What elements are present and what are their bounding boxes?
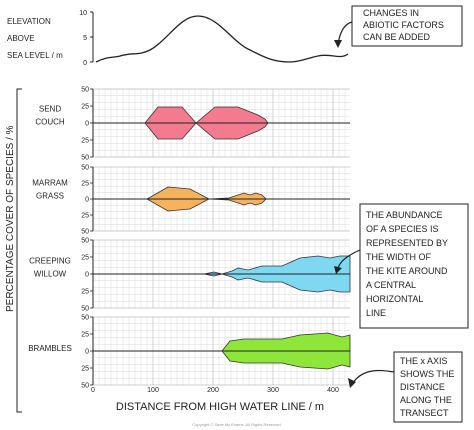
note-abundance: THE ABUNDANCE OF A SPECIES IS REPRESENTE…	[359, 203, 469, 329]
species-name: SEND	[39, 105, 61, 114]
cover-tick: 50	[81, 238, 89, 245]
note-1-line-2: ABIOTIC FACTORS	[363, 20, 444, 30]
note-3-line-3: DISTANCE	[400, 382, 445, 392]
species-name: WILLOW	[34, 270, 67, 279]
species-name: COUCH	[35, 118, 65, 127]
cover-tick: 0	[85, 349, 89, 356]
note-2-arrow	[334, 249, 361, 274]
elevation-label-line-3: SEA LEVEL / m	[7, 51, 63, 60]
note-x-axis: THE x AXIS SHOWS THE DISTANCE ALONG THE …	[393, 351, 463, 423]
cover-tick: 25	[81, 255, 89, 262]
cover-tick: 25	[81, 213, 89, 220]
elevation-tick-10: 10	[79, 10, 87, 17]
panel-0: 50 25 0 25 50 SEND COUCH	[35, 87, 350, 162]
cover-tick: 25	[81, 289, 89, 296]
species-panels: 502502550SENDCOUCH502502550MARRAMGRASS50…	[28, 87, 351, 390]
cover-tick: 0	[85, 197, 89, 204]
note-3-line-5: TRANSECT	[400, 408, 449, 418]
note-1-line-3: CAN BE ADDED	[363, 32, 431, 42]
cover-tick: 50	[81, 155, 89, 162]
note-2-line-1: THE ABUNDANCE	[366, 210, 443, 220]
elevation-label-line-2: ABOVE	[7, 34, 35, 43]
cover-tick: 50	[81, 315, 89, 322]
note-3-line-1: THE x AXIS	[400, 356, 448, 366]
note-abiotic-factors: CHANGES IN ABIOTIC FACTORS CAN BE ADDED	[351, 5, 463, 47]
x-tick-200: 200	[207, 387, 219, 394]
x-tick-400: 400	[327, 387, 339, 394]
note-3-line-4: ALONG THE	[400, 395, 452, 405]
note-2-line-4: THE WIDTH OF	[366, 252, 431, 262]
note-3-arrow	[348, 369, 395, 388]
elevation-label-line-1: ELEVATION	[7, 17, 51, 26]
note-2-line-3: REPRESENTED BY	[366, 238, 448, 248]
panel-3: 50 25 0 25 50 BRAMBLES	[28, 315, 351, 390]
cover-tick: 50	[81, 87, 89, 94]
cover-tick: 50	[81, 306, 89, 313]
note-2-line-6: A CENTRAL	[366, 280, 416, 290]
cover-tick: 25	[81, 332, 89, 339]
elevation-tick-5: 5	[83, 35, 87, 42]
note-2-line-5: THE KITE AROUND	[366, 266, 448, 276]
note-1-line-1: CHANGES IN	[363, 8, 419, 18]
elevation-axis: 10 5 0	[79, 10, 94, 67]
cover-tick: 50	[81, 383, 89, 390]
cover-tick: 0	[85, 272, 89, 279]
panel-2: 50 25 0 25 50 CREEPING WILLOW	[29, 238, 351, 313]
species-name: BRAMBLES	[28, 344, 72, 353]
cover-tick: 50	[81, 229, 89, 236]
cover-tick: 25	[81, 181, 89, 188]
note-1-arrow	[334, 21, 353, 48]
species-name: MARRAM	[32, 179, 68, 188]
cover-tick: 0	[85, 121, 89, 128]
cover-tick: 25	[81, 366, 89, 373]
note-2-line-7: HORIZONTAL	[366, 294, 423, 304]
y-axis-title-group: PERCENTAGE COVER OF SPECIES / %	[5, 88, 22, 413]
species-name: CREEPING	[29, 257, 71, 266]
note-2-line-8: LINE	[366, 308, 386, 318]
x-tick-300: 300	[267, 387, 279, 394]
elevation-label: ELEVATION ABOVE SEA LEVEL / m	[7, 17, 63, 60]
cover-tick: 25	[81, 138, 89, 145]
cover-tick: 50	[81, 165, 89, 172]
x-tick-0: 0	[91, 387, 95, 394]
panel-1: 50 25 0 25 50 MARRAM GRASS	[32, 165, 350, 236]
x-tick-100: 100	[147, 387, 159, 394]
note-2-line-2: OF A SPECIES IS	[366, 224, 439, 234]
x-axis-title: DISTANCE FROM HIGH WATER LINE / m	[116, 401, 324, 413]
x-axis: 0 100 200 300 400 DISTANCE FROM HIGH WAT…	[91, 387, 339, 413]
y-axis-title: PERCENTAGE COVER OF SPECIES / %	[5, 125, 16, 312]
note-3-line-2: SHOWS THE	[400, 369, 454, 379]
elevation-profile-line	[95, 15, 349, 63]
cover-tick: 25	[81, 104, 89, 111]
copyright-footer: Copyright © Save My Exams. All Rights Re…	[192, 422, 281, 427]
species-name: GRASS	[36, 192, 64, 201]
elevation-tick-0: 0	[83, 60, 87, 67]
